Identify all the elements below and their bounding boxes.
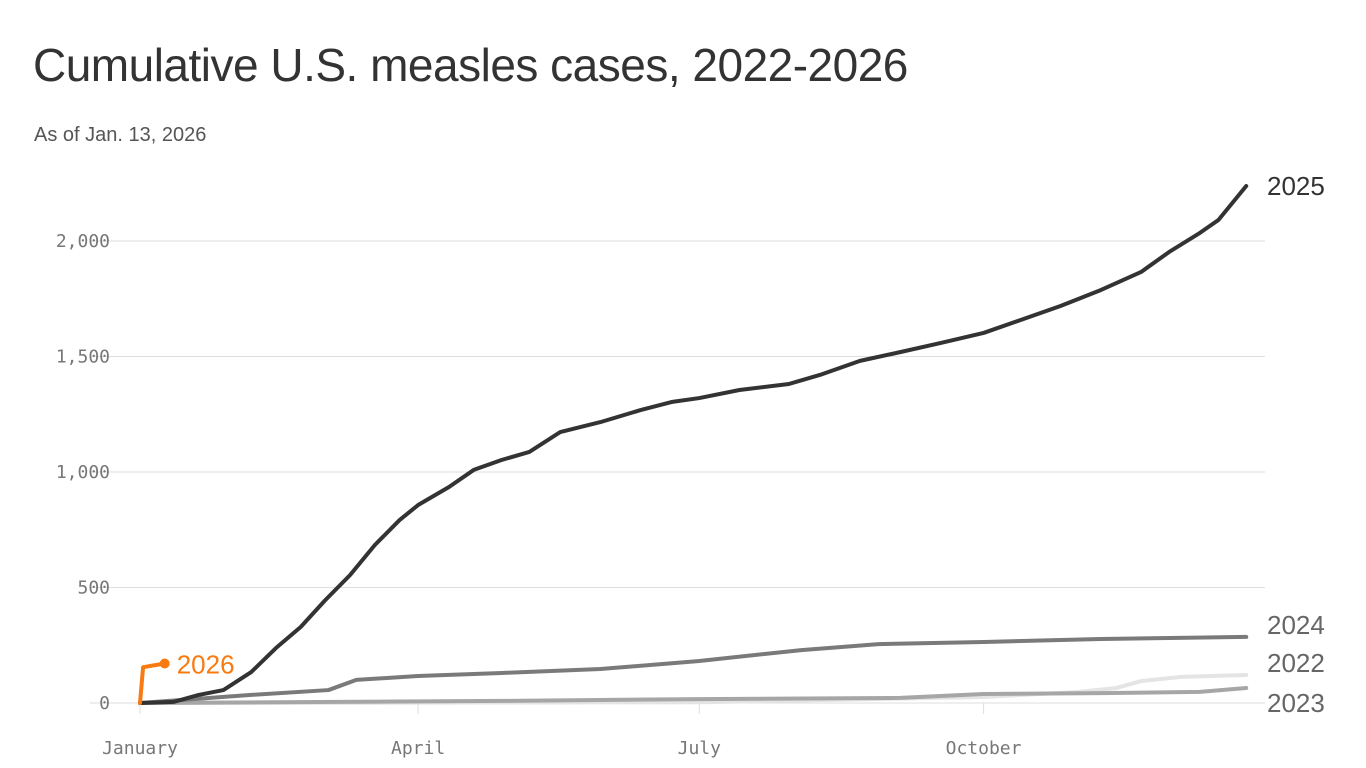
- x-tick-label: April: [391, 738, 445, 759]
- y-tick-label: 1,000: [56, 462, 110, 483]
- y-tick-label: 500: [77, 578, 110, 599]
- y-tick-label: 0: [99, 693, 110, 714]
- series-label-2023: 2023: [1267, 688, 1325, 718]
- x-tick-label: July: [678, 738, 722, 759]
- series-line-2026: [138, 661, 167, 705]
- series-line-2023: [138, 685, 1249, 705]
- y-tick-label: 2,000: [56, 231, 110, 252]
- series-line-2024: [138, 634, 1249, 705]
- chart-subtitle: As of Jan. 13, 2026: [34, 124, 207, 146]
- y-tick-label: 1,500: [56, 347, 110, 368]
- series-end-dot-2026: [159, 658, 170, 669]
- x-tick-label: January: [102, 738, 178, 759]
- chart-title: Cumulative U.S. measles cases, 2022-2026: [33, 39, 908, 91]
- x-tick-label: October: [946, 738, 1022, 759]
- series-label-2022: 2022: [1267, 648, 1325, 678]
- series-label-2025: 2025: [1267, 171, 1325, 201]
- series-line-2022: [138, 673, 1249, 705]
- series-label-2026: 2026: [177, 649, 235, 679]
- series-line-2025: [138, 184, 1249, 705]
- series-label-2024: 2024: [1267, 610, 1325, 640]
